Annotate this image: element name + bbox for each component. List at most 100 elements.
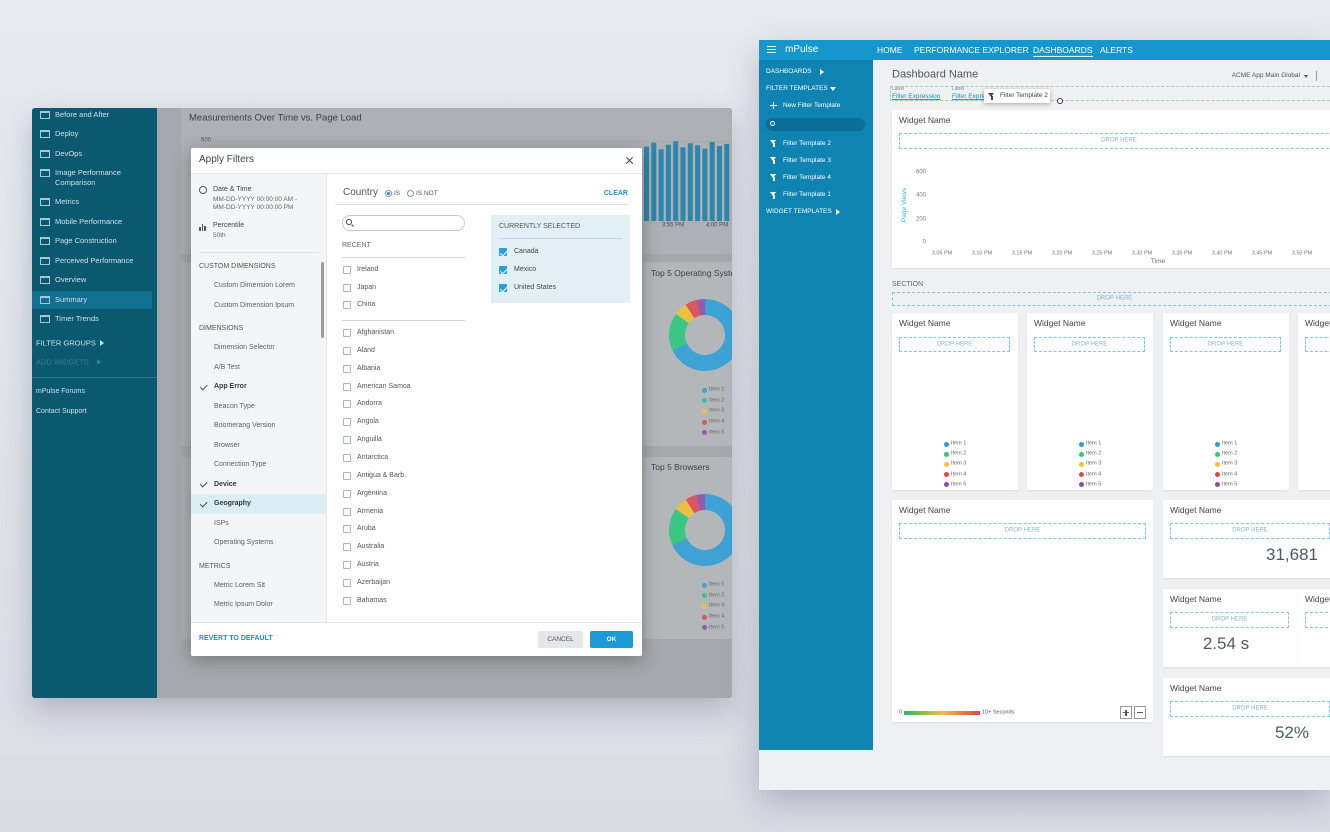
menu-icon[interactable]: [767, 48, 776, 50]
country-option[interactable]: Japan: [357, 283, 377, 291]
radio-label[interactable]: IS: [394, 189, 401, 197]
checkbox[interactable]: [343, 489, 351, 498]
checkbox[interactable]: [343, 543, 351, 552]
nav-link[interactable]: HOME: [877, 44, 903, 55]
country-option[interactable]: Aland: [357, 346, 375, 354]
country-option[interactable]: Antigua & Barb.: [357, 471, 407, 479]
search-box[interactable]: [342, 215, 465, 231]
clear-button[interactable]: CLEAR: [603, 189, 628, 197]
dimension-item[interactable]: Metric Ipsum Dolor: [214, 600, 273, 608]
radio[interactable]: [407, 189, 414, 197]
country-option[interactable]: Antarctica: [357, 453, 389, 461]
country-option[interactable]: Azerbaijan: [357, 578, 391, 586]
dimension-item[interactable]: A/B Test: [214, 363, 240, 371]
sidebar-item[interactable]: DevOps: [55, 149, 83, 158]
selected-country[interactable]: United States: [514, 283, 557, 291]
dimension-item[interactable]: Connection Type: [214, 460, 267, 468]
dimension-item[interactable]: App Error: [214, 382, 247, 390]
checkbox[interactable]: [343, 301, 351, 310]
sidebar-item[interactable]: Metrics: [55, 197, 80, 206]
checkbox[interactable]: [343, 436, 351, 445]
sidebar-item[interactable]: Summary: [55, 295, 88, 304]
checkbox[interactable]: [343, 382, 351, 391]
checkbox[interactable]: [343, 507, 351, 516]
dimension-item[interactable]: Custom Dimension Lorem: [214, 281, 295, 289]
dimension-item[interactable]: Custom Dimension Ipsum: [214, 301, 295, 309]
country-option[interactable]: Argentina: [357, 489, 387, 497]
checkbox[interactable]: [343, 400, 351, 409]
sidebar-item[interactable]: Deploy: [55, 129, 79, 138]
country-option[interactable]: Bahamas: [357, 596, 387, 604]
country-option[interactable]: Afghanistan: [357, 328, 394, 336]
checkbox[interactable]: [343, 283, 351, 292]
sidebar-link[interactable]: Contact Support: [36, 407, 87, 415]
filter-template[interactable]: Filter Template 4: [783, 173, 831, 181]
app-selector[interactable]: ACME App Main Global: [1231, 72, 1300, 80]
country-option[interactable]: Albania: [357, 364, 381, 372]
radio[interactable]: [385, 189, 392, 197]
dimension-item[interactable]: Metric Lorem Sit: [214, 581, 265, 589]
filter-expression[interactable]: Filter Expression: [952, 93, 1001, 101]
sidebar-item[interactable]: Page Construction: [55, 236, 117, 245]
sidebar-item[interactable]: Mobile Performance: [55, 217, 123, 226]
dimension-item[interactable]: Beacon Type: [214, 402, 255, 410]
sidebar-item[interactable]: Before and After: [55, 110, 110, 119]
sidebar-item[interactable]: Timer Trends: [55, 314, 99, 323]
sidebar-heading[interactable]: WIDGET TEMPLATES: [766, 208, 832, 216]
checkbox[interactable]: [499, 266, 507, 274]
checkbox[interactable]: [343, 418, 351, 427]
country-option[interactable]: Armenia: [357, 507, 384, 515]
country-option[interactable]: Andorra: [357, 400, 382, 408]
ok-label[interactable]: OK: [606, 635, 617, 643]
checkbox[interactable]: [343, 561, 351, 570]
sidebar-heading[interactable]: FILTER TEMPLATES: [766, 84, 828, 92]
country-option[interactable]: China: [357, 301, 376, 309]
sidebar-item[interactable]: Perceived Performance: [55, 256, 134, 265]
filter-template[interactable]: Filter Template 3: [783, 156, 831, 164]
sidebar-heading[interactable]: DASHBOARDS: [766, 67, 812, 75]
checkbox[interactable]: [343, 578, 351, 587]
country-option[interactable]: Aruba: [357, 525, 376, 533]
dimension-item[interactable]: Geography: [214, 499, 251, 507]
checkbox[interactable]: [343, 364, 351, 373]
checkbox[interactable]: [343, 329, 351, 337]
dimension-item[interactable]: ISPs: [214, 519, 229, 527]
checkbox[interactable]: [499, 284, 507, 292]
country-option[interactable]: Anguilla: [357, 435, 382, 443]
revert-button[interactable]: REVERT TO DEFAULT: [199, 634, 273, 642]
nav-link[interactable]: DASHBOARDS: [1033, 45, 1093, 58]
checkbox[interactable]: [343, 453, 351, 462]
sidebar-heading[interactable]: FILTER GROUPS: [36, 338, 96, 348]
country-option[interactable]: Austria: [357, 560, 379, 568]
sidebar-search[interactable]: [766, 118, 865, 131]
checkbox[interactable]: [343, 266, 351, 274]
menu-icon[interactable]: [767, 52, 776, 54]
country-option[interactable]: Australia: [357, 542, 385, 550]
checkbox[interactable]: [343, 471, 351, 480]
selected-country[interactable]: Canada: [514, 247, 539, 255]
dimension-item[interactable]: Boomerang Version: [214, 421, 276, 429]
filter-template[interactable]: Filter Template 1: [783, 191, 831, 199]
country-option[interactable]: American Samoa: [357, 382, 411, 390]
menu-icon[interactable]: [767, 45, 776, 47]
selected-country[interactable]: Mexico: [514, 265, 537, 273]
dimension-item[interactable]: Operating Systems: [214, 538, 274, 546]
checkbox[interactable]: [343, 525, 351, 534]
cancel-button[interactable]: [538, 631, 583, 648]
nav-link[interactable]: PERFORMANCE EXPLORER: [914, 44, 1029, 55]
country-option[interactable]: Angola: [357, 418, 379, 426]
dimension-item[interactable]: Device: [214, 480, 237, 488]
checkbox[interactable]: [499, 248, 507, 256]
sidebar-item[interactable]: Image Performance Comparison: [55, 168, 121, 187]
country-option[interactable]: Ireland: [357, 265, 379, 273]
sidebar-link[interactable]: mPulse Forums: [36, 387, 86, 395]
nav-link[interactable]: ALERTS: [1100, 44, 1133, 55]
radio-label[interactable]: IS NOT: [416, 189, 438, 197]
ok-button[interactable]: [590, 631, 633, 648]
new-template[interactable]: New Filter Template: [783, 102, 841, 110]
cancel-label[interactable]: CANCEL: [547, 635, 574, 643]
filter-template[interactable]: Filter Template 2: [783, 139, 831, 147]
checkbox[interactable]: [343, 346, 351, 355]
dimension-item[interactable]: Browser: [214, 441, 240, 449]
brand[interactable]: mPulse: [785, 43, 819, 55]
